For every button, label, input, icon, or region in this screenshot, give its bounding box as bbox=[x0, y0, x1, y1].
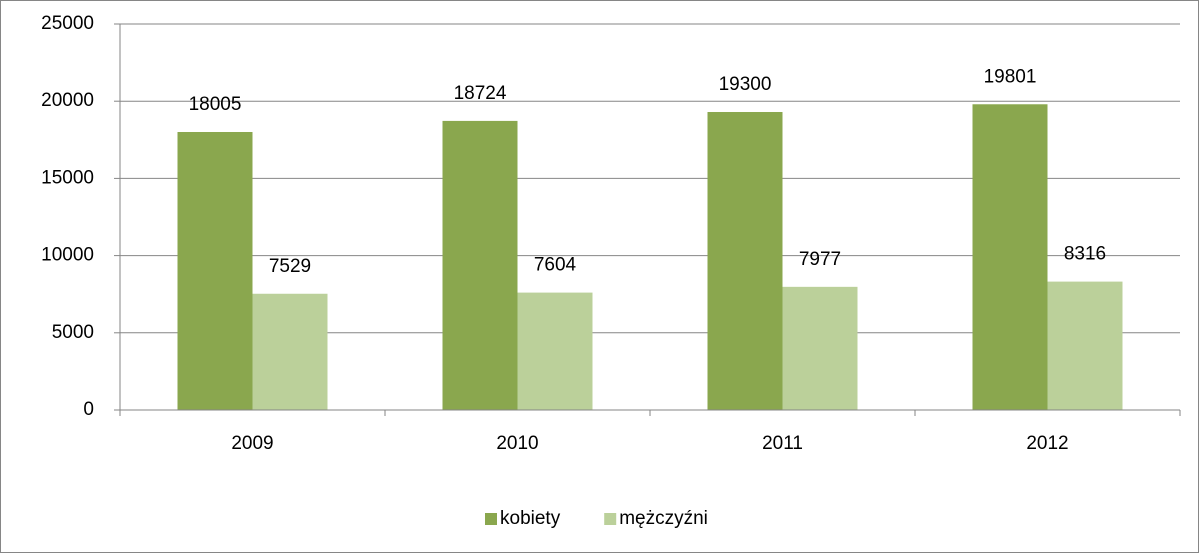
bar bbox=[252, 293, 328, 410]
bar bbox=[517, 292, 593, 410]
x-tick-label: 2010 bbox=[496, 433, 538, 454]
x-tick-label: 2011 bbox=[762, 433, 803, 454]
data-label: 19300 bbox=[719, 74, 772, 95]
y-tick-label: 5000 bbox=[52, 322, 94, 343]
y-tick-label: 25000 bbox=[41, 13, 94, 34]
data-label: 7977 bbox=[799, 249, 841, 270]
data-label: 19801 bbox=[984, 66, 1037, 87]
bar bbox=[442, 120, 518, 411]
x-tick-label: 2009 bbox=[231, 433, 273, 454]
legend-label: kobiety bbox=[500, 508, 561, 529]
legend-label: mężczyźni bbox=[619, 508, 708, 529]
bar bbox=[707, 112, 783, 411]
bar bbox=[177, 132, 253, 410]
data-label: 7529 bbox=[269, 256, 311, 277]
y-tick-label: 15000 bbox=[41, 167, 94, 188]
data-label: 18724 bbox=[454, 83, 507, 104]
legend-swatch bbox=[485, 513, 497, 525]
data-label: 7604 bbox=[534, 255, 577, 276]
legend-swatch bbox=[604, 513, 617, 525]
bar bbox=[972, 104, 1048, 411]
bar bbox=[1047, 281, 1123, 410]
data-label: 8316 bbox=[1064, 244, 1106, 265]
y-tick-label: 0 bbox=[83, 399, 94, 420]
bar bbox=[782, 286, 858, 410]
x-tick-label: 2012 bbox=[1026, 433, 1068, 454]
y-tick-label: 10000 bbox=[41, 245, 94, 266]
y-tick-label: 20000 bbox=[41, 90, 94, 111]
data-label: 18005 bbox=[189, 94, 242, 115]
